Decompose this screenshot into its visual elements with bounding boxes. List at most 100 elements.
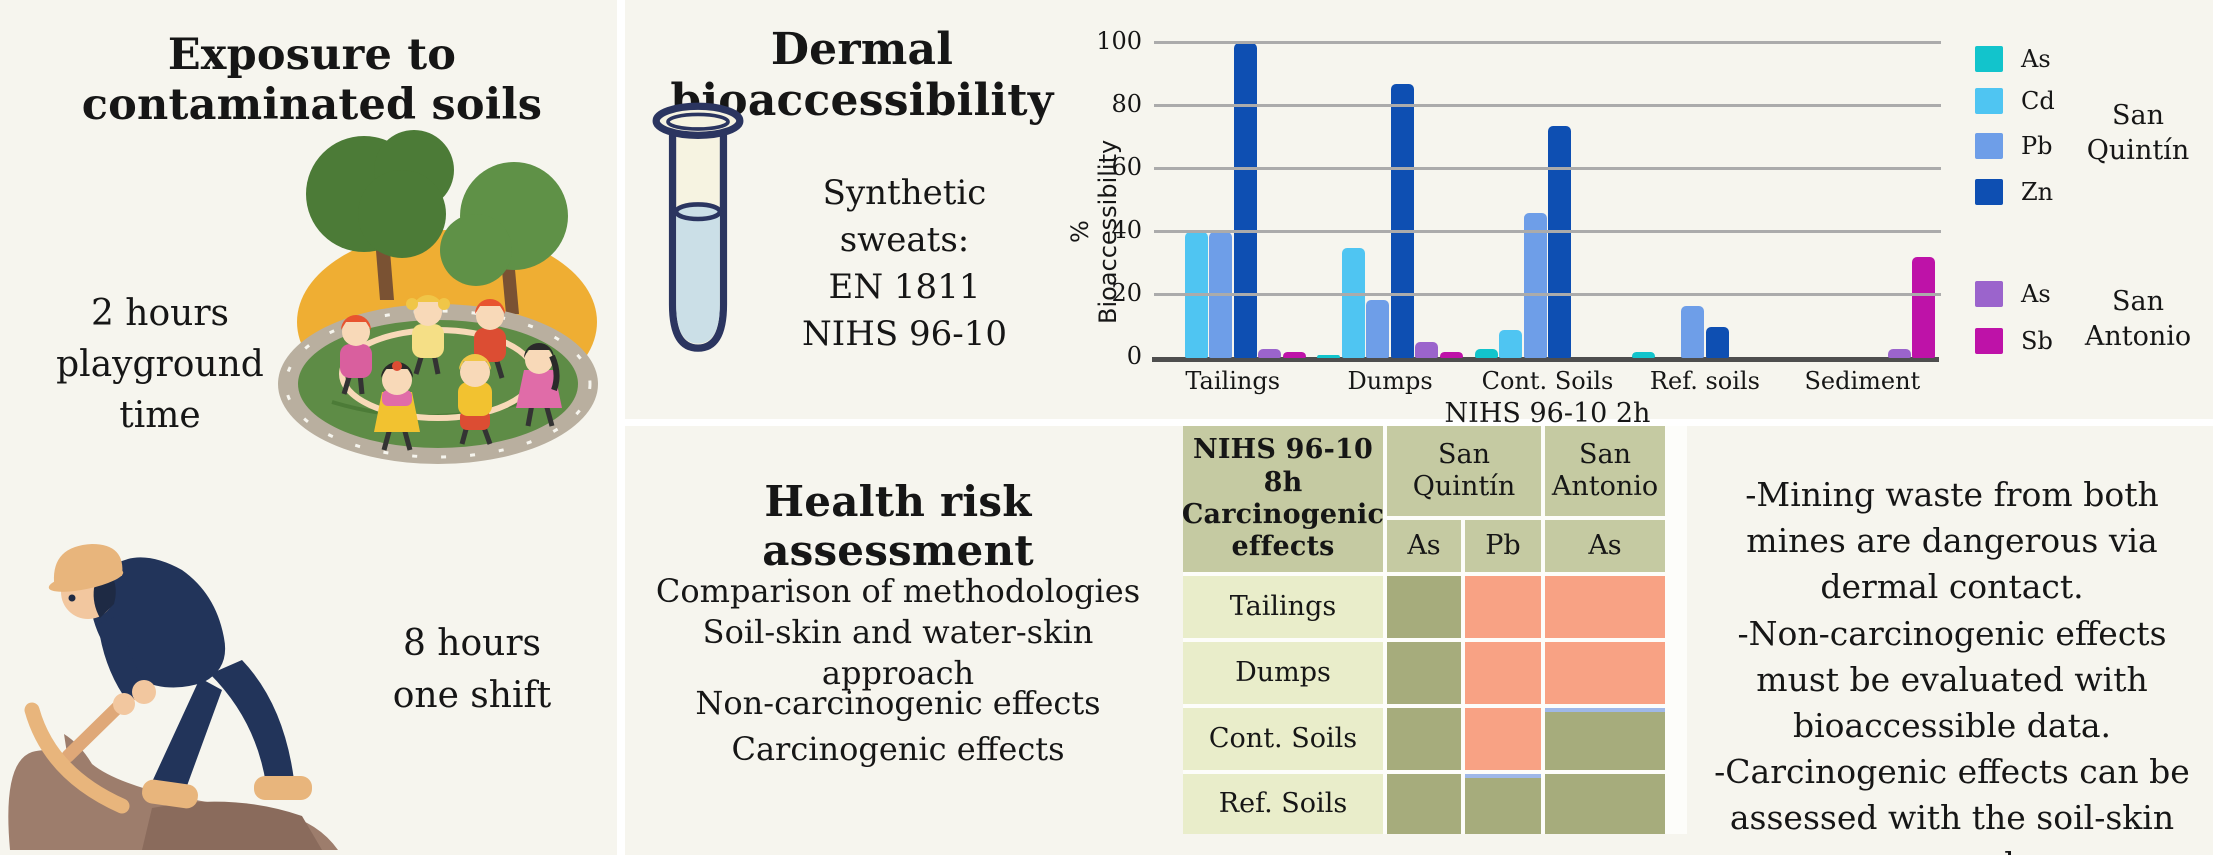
- bar-san-antonio-as-dumps: [1415, 342, 1439, 358]
- gridline-60: [1154, 167, 1941, 170]
- bar-san-quint-n-as-cont-soils: [1474, 348, 1498, 358]
- bar-slot: [1415, 342, 1439, 358]
- child-figure: [458, 354, 493, 445]
- legend-label-pb: Pb: [2021, 132, 2053, 160]
- conclusion-bullet: -Non-carcinogenic effects must be evalua…: [1737, 613, 2167, 745]
- y-tick-label-60: 60: [1111, 153, 1142, 181]
- bar-san-antonio-sb-sediment: [1912, 257, 1936, 358]
- bar-slot: [1887, 348, 1911, 358]
- bar-slot: [1258, 348, 1281, 358]
- chart-plot-area: [1152, 41, 1941, 362]
- gridline-20: [1154, 293, 1941, 296]
- bar-san-antonio-sb-dumps: [1439, 351, 1463, 358]
- x-category-label-dumps: Dumps: [1347, 367, 1433, 395]
- child-figure: [340, 315, 372, 395]
- bar-slot: [1341, 247, 1365, 358]
- bar-slot: [1548, 126, 1572, 358]
- health-effects-line: Non-carcinogenic effects: [695, 684, 1101, 722]
- risk-table-title-cell: NIHS 96-10 8h Carcinogenic effects: [1182, 426, 1384, 572]
- legend-item-san-antonio-as: As: [1975, 280, 2051, 308]
- bar-slot: [1366, 299, 1390, 358]
- chart-category-labels: Tailings Dumps Cont. Soils Ref. soils Sedime…: [1154, 367, 1941, 395]
- legend-item-san-quint-n-pb: Pb: [1975, 132, 2053, 160]
- bar-slot: [1282, 351, 1306, 358]
- legend-swatch-pb: [1975, 133, 2003, 159]
- health-effects-line: Carcinogenic effects: [731, 730, 1065, 769]
- risk-cell-cont-soils-san-antonio-as: [1545, 708, 1665, 770]
- risk-table-group-label: San Antonio: [1551, 438, 1659, 502]
- legend-group-label-san-antonio: San Antonio: [2048, 284, 2213, 354]
- risk-table-title-text: NIHS 96-10 8h Carcinogenic effects: [1176, 432, 1390, 566]
- risk-cell-tailings-san-antonio-as: [1545, 576, 1665, 638]
- miner-illustration: [8, 544, 338, 850]
- bar-san-quint-n-cd-dumps: [1341, 247, 1365, 358]
- risk-table-row-label-dumps: Dumps: [1183, 642, 1383, 704]
- risk-cell-tailings-san-quint-n-as: [1387, 576, 1461, 638]
- bar-san-antonio-as-sediment: [1887, 348, 1911, 358]
- risk-cell-ref-soils-san-quint-n-as: [1387, 774, 1461, 834]
- y-tick-label-20: 20: [1111, 279, 1142, 307]
- bar-slot: [1317, 354, 1341, 358]
- risk-table-row-label-cont-soils: Cont. Soils: [1183, 708, 1383, 770]
- bar-slot: [1474, 348, 1498, 358]
- bar-slot: [1705, 326, 1729, 358]
- gridline-100: [1154, 41, 1941, 44]
- risk-table-row-label-tailings: Tailings: [1183, 576, 1383, 638]
- miner-caption-line: one shift: [392, 675, 552, 717]
- x-category-label-ref-soils: Ref. soils: [1649, 367, 1760, 395]
- bar-san-quint-n-zn-cont-soils: [1548, 126, 1572, 358]
- bar-san-quint-n-as-dumps: [1317, 354, 1341, 358]
- bar-san-quint-n-zn-dumps: [1390, 83, 1414, 358]
- bar-slot: [1499, 329, 1523, 358]
- legend-swatch-cd: [1975, 88, 2003, 114]
- playground-caption-line: playground: [56, 344, 264, 386]
- health-panel-title: Health risk assessment: [762, 477, 1034, 575]
- risk-table-subheader-san-quint-n-pb: Pb: [1465, 520, 1541, 572]
- bar-group-ref-soils: [1626, 43, 1783, 358]
- legend-label-as: As: [2021, 45, 2051, 73]
- conclusion-bullet: -Carcinogenic effects can be assessed wi…: [1714, 752, 2190, 855]
- legend-item-san-quint-n-zn: Zn: [1975, 178, 2053, 206]
- bar-slot: [1912, 257, 1936, 358]
- legend-label-cd: Cd: [2021, 87, 2055, 115]
- y-tick-label-100: 100: [1096, 27, 1142, 55]
- risk-cell-tailings-san-quint-n-pb: [1465, 576, 1541, 638]
- bar-group-tailings: [1154, 43, 1311, 358]
- risk-table-subheader-san-quint-n-as: As: [1387, 520, 1461, 572]
- sweats-caption-line: Synthetic sweats:: [822, 173, 987, 260]
- miner-caption: 8 hours one shift: [372, 618, 572, 722]
- playground-children-illustration: [278, 130, 598, 464]
- risk-cell-dumps-san-quint-n-as: [1387, 642, 1461, 704]
- legend-swatch-as: [1975, 281, 2003, 307]
- chart-x-axis-line: [1152, 357, 1939, 362]
- risk-cell-cont-soils-san-quint-n-as: [1387, 708, 1461, 770]
- bar-san-antonio-as-tailings: [1258, 348, 1281, 358]
- exposure-panel-title: Exposure to contaminated soils: [81, 30, 543, 130]
- child-figure: [406, 295, 450, 375]
- risk-cell-dumps-san-quint-n-pb: [1465, 642, 1541, 704]
- sweats-caption-line: EN 1811: [828, 266, 981, 307]
- bar-san-quint-n-as-ref-soils: [1632, 351, 1656, 358]
- legend-swatch-as: [1975, 46, 2003, 72]
- synthetic-sweats-caption: Synthetic sweats: EN 1811 NIHS 96-10: [762, 170, 1047, 358]
- playground-caption-line: time: [119, 395, 201, 437]
- child-figure: [516, 343, 562, 427]
- bar-group-dumps: [1311, 43, 1468, 358]
- miner-caption-line: 8 hours: [402, 623, 542, 664]
- legend-label-sb: Sb: [2021, 327, 2053, 355]
- test-tube-icon: [652, 102, 744, 352]
- y-tick-label-40: 40: [1111, 216, 1142, 244]
- bar-slot: [1523, 213, 1547, 358]
- carcinogenic-risk-table: NIHS 96-10 8h Carcinogenic effects San Qui…: [1182, 426, 1687, 834]
- risk-cell-cont-soils-san-quint-n-pb: [1465, 708, 1541, 770]
- risk-table-subheader-san-antonio-as: As: [1545, 520, 1665, 572]
- child-figure: [474, 299, 506, 379]
- risk-table-row-label-ref-soils: Ref. Soils: [1183, 774, 1383, 834]
- bar-san-antonio-sb-tailings: [1282, 351, 1306, 358]
- legend-label-as: As: [2021, 280, 2051, 308]
- risk-table-group-san-antonio: San Antonio: [1545, 426, 1665, 516]
- gridline-80: [1154, 104, 1941, 107]
- legend-label-zn: Zn: [2021, 178, 2054, 206]
- legend-group-label-san-quint-n: San Quintín: [2048, 98, 2213, 168]
